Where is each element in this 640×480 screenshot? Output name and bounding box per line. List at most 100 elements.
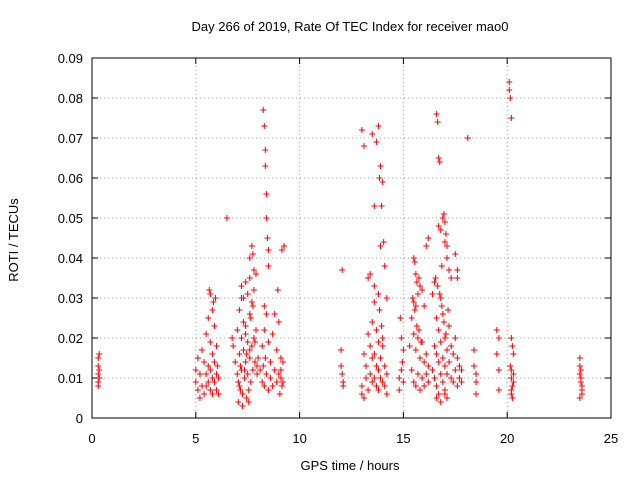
data-point: [240, 347, 247, 353]
data-point: [96, 367, 103, 373]
plot-frame: [91, 57, 612, 419]
data-point: [238, 283, 245, 289]
data-point: [238, 335, 245, 341]
data-point: [243, 351, 250, 357]
data-point: [371, 375, 378, 381]
data-point: [209, 391, 216, 397]
data-point: [371, 351, 378, 357]
data-point: [369, 379, 376, 385]
data-point: [281, 243, 288, 249]
data-point: [246, 347, 253, 353]
data-point: [425, 379, 432, 385]
data-point: [495, 335, 502, 341]
y-tick-label: 0.06: [58, 171, 83, 186]
data-point: [408, 367, 415, 373]
data-point: [577, 379, 584, 385]
data-point: [339, 371, 346, 377]
data-point: [434, 283, 441, 289]
data-point: [454, 267, 461, 273]
data-point: [248, 343, 255, 349]
data-point: [273, 347, 280, 353]
data-point: [433, 395, 440, 401]
data-point: [246, 355, 253, 361]
data-point: [338, 363, 345, 369]
data-point: [243, 395, 250, 401]
data-point: [245, 399, 252, 405]
data-point: [263, 215, 270, 221]
data-point: [207, 291, 214, 297]
data-point: [277, 375, 284, 381]
data-point: [203, 383, 210, 389]
data-point: [421, 303, 428, 309]
data-point: [470, 363, 477, 369]
data-point: [238, 295, 245, 301]
data-point: [440, 319, 447, 325]
data-point: [493, 351, 500, 357]
data-point: [236, 383, 243, 389]
data-point: [207, 367, 214, 373]
y-tick-label: 0.05: [58, 211, 83, 226]
data-point: [95, 383, 102, 389]
data-point: [441, 239, 448, 245]
data-point: [508, 391, 515, 397]
data-point: [205, 363, 212, 369]
data-point: [380, 239, 387, 245]
data-point: [410, 255, 417, 261]
data-point: [510, 379, 517, 385]
data-point: [495, 387, 502, 393]
data-point: [473, 371, 480, 377]
data-point: [439, 355, 446, 361]
data-point: [443, 243, 450, 249]
data-point: [433, 383, 440, 389]
data-point: [257, 367, 264, 373]
data-point: [431, 343, 438, 349]
data-point: [421, 359, 428, 365]
data-point: [246, 275, 253, 281]
data-point: [381, 363, 388, 369]
data-point: [207, 339, 214, 345]
data-point: [376, 307, 383, 313]
data-point: [210, 299, 217, 305]
data-point: [450, 351, 457, 357]
data-point: [446, 267, 453, 273]
data-point: [277, 367, 284, 373]
data-point: [377, 243, 384, 249]
data-point: [443, 371, 450, 377]
data-point: [379, 343, 386, 349]
data-point: [409, 295, 416, 301]
data-point: [576, 395, 583, 401]
data-point: [230, 343, 237, 349]
data-point: [509, 395, 516, 401]
data-point: [507, 363, 514, 369]
data-point: [417, 387, 424, 393]
data-point: [211, 379, 218, 385]
data-point: [417, 283, 424, 289]
data-point: [452, 251, 459, 257]
chart-title: Day 266 of 2019, Rate Of TEC Index for r…: [192, 19, 509, 34]
data-point: [211, 359, 218, 365]
data-point: [275, 371, 282, 377]
data-point: [448, 275, 455, 281]
data-point: [507, 95, 514, 101]
data-point: [473, 391, 480, 397]
data-point: [360, 143, 367, 149]
data-point: [415, 327, 422, 333]
data-point: [441, 391, 448, 397]
data-point: [379, 379, 386, 385]
data-point: [241, 367, 248, 373]
data-point: [400, 347, 407, 353]
data-point: [473, 379, 480, 385]
data-point: [365, 331, 372, 337]
data-point: [435, 155, 442, 161]
data-point: [429, 367, 436, 373]
data-point: [236, 351, 243, 357]
data-point: [261, 123, 268, 129]
data-point: [196, 395, 203, 401]
data-point: [259, 379, 266, 385]
data-point: [412, 271, 419, 277]
data-point: [271, 311, 278, 317]
data-point: [234, 327, 241, 333]
data-point: [383, 371, 390, 377]
data-point: [242, 359, 249, 365]
